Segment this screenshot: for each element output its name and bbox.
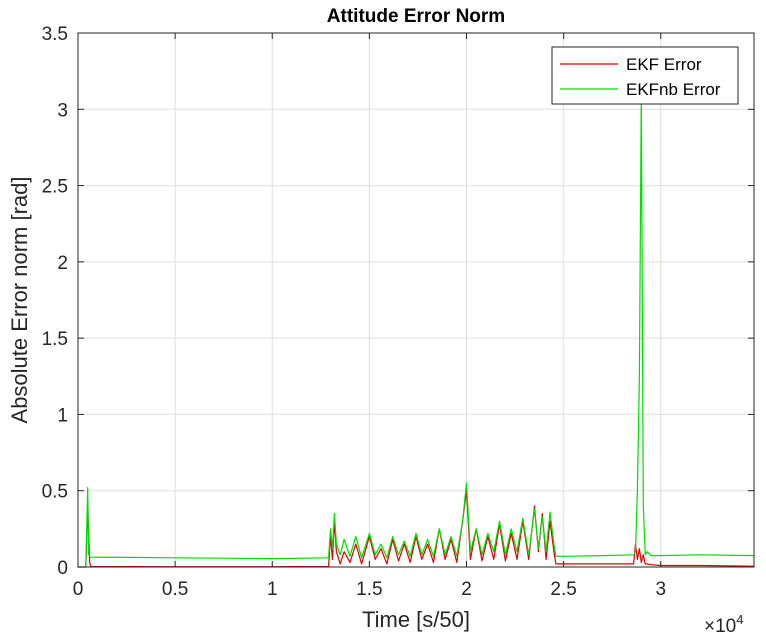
- legend: EKF Error EKFnb Error: [551, 46, 739, 105]
- y-axis-label: Absolute Error norm [rad]: [7, 177, 32, 424]
- x-tick-label: 1.5: [356, 579, 382, 600]
- y-tick-label: 2: [57, 253, 68, 274]
- x-axis-exponent-power: 4: [736, 612, 743, 627]
- x-tick-label: 1: [267, 579, 278, 600]
- plot-area: [78, 33, 754, 567]
- x-tick-label: 2: [461, 579, 472, 600]
- x-axis-exponent-base: ×10: [704, 616, 736, 637]
- y-tick-label: 1.5: [42, 329, 68, 350]
- tick-layer: 0 0.5 1 1.5 2 2.5 3 0 0.5 1 1.5 2 2.5 3 3.5: [42, 24, 754, 600]
- y-tick-label: 3: [57, 100, 68, 121]
- y-tick-label: 0.5: [42, 482, 68, 503]
- legend-label-ekf-error: EKF Error: [626, 55, 702, 74]
- y-tick-label: 2.5: [42, 177, 68, 198]
- legend-entries: EKF Error EKFnb Error: [560, 55, 721, 99]
- y-tick-label: 1: [57, 405, 68, 426]
- axes-box: [77, 32, 755, 568]
- ekfnb-error-line: [78, 93, 755, 568]
- series-layer: [78, 93, 755, 568]
- x-tick-label: 3: [655, 579, 666, 600]
- chart-title: Attitude Error Norm: [327, 6, 505, 27]
- legend-box: [551, 46, 739, 105]
- x-axis-exponent: ×104: [704, 612, 743, 637]
- x-tick-label: 2.5: [550, 579, 576, 600]
- legend-label-ekfnb-error: EKFnb Error: [626, 80, 721, 99]
- x-axis-label: Time [s/50]: [362, 607, 470, 632]
- x-tick-label: 0.5: [162, 579, 188, 600]
- y-tick-label: 0: [57, 558, 68, 579]
- x-tick-label: 0: [73, 579, 84, 600]
- y-tick-label: 3.5: [42, 24, 68, 45]
